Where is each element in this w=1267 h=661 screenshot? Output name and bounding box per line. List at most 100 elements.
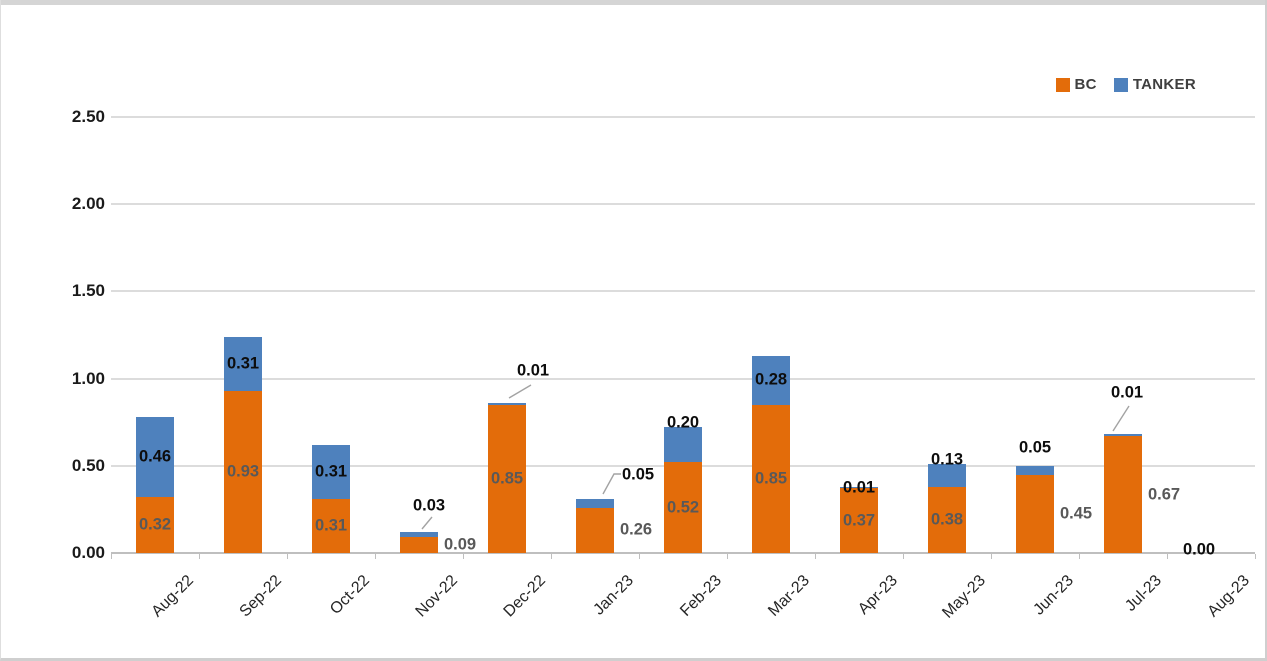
- data-label-bc: 0.85: [754, 469, 788, 488]
- x-tick-label: Aug-23: [1204, 572, 1254, 621]
- x-tick-label: Oct-22: [327, 572, 374, 618]
- x-axis-tick-mark: [727, 554, 728, 559]
- x-tick-label: Dec-22: [500, 572, 550, 621]
- data-label-tanker: 0.05: [1018, 438, 1052, 457]
- data-label-bc: 0.93: [226, 462, 260, 481]
- bar-segment-bc[interactable]: [400, 537, 438, 553]
- tanker-series-swatch-icon: [1113, 77, 1128, 92]
- bar-segment-bc[interactable]: [224, 390, 262, 553]
- data-label-tanker: 0.13: [930, 450, 964, 469]
- x-axis-tick-mark: [1167, 554, 1168, 559]
- legend-label-tanker: TANKER: [1132, 76, 1196, 93]
- bar-segment-bc[interactable]: [576, 507, 614, 553]
- x-axis-tick-mark: [551, 554, 552, 559]
- bar-segment-tanker[interactable]: [1016, 465, 1054, 475]
- x-axis-tick-mark: [111, 554, 112, 559]
- bar-segment-bc[interactable]: [136, 497, 174, 553]
- bar-segment-bc[interactable]: [312, 498, 350, 553]
- x-axis-tick-mark: [991, 554, 992, 559]
- legend-item-bc[interactable]: BC: [1055, 76, 1097, 93]
- bar-segment-bc[interactable]: [664, 462, 702, 553]
- x-axis-tick-mark: [903, 554, 904, 559]
- x-tick-label: Mar-23: [765, 572, 814, 620]
- gridline: [111, 116, 1255, 118]
- data-label-bc: 0.37: [842, 511, 876, 530]
- data-label-tanker: 0.28: [754, 370, 788, 389]
- bc-series-swatch-icon: [1055, 77, 1070, 92]
- bar-segment-tanker[interactable]: [1104, 434, 1142, 437]
- x-axis-tick-mark: [1079, 554, 1080, 559]
- bar-segment-tanker[interactable]: [312, 444, 350, 499]
- x-tick-label: Aug-22: [148, 572, 198, 621]
- window-edge-strip: [1, 0, 1265, 5]
- y-tick-label: 1.50: [71, 281, 105, 301]
- x-axis-tick-mark: [1255, 554, 1256, 559]
- data-label-bc: 0.09: [443, 535, 477, 554]
- data-label-bc: 0.32: [138, 515, 172, 534]
- bar-segment-tanker[interactable]: [840, 486, 878, 489]
- bar-segment-tanker[interactable]: [136, 416, 174, 498]
- x-tick-label: May-23: [939, 572, 990, 622]
- leader-line: [602, 473, 621, 495]
- x-axis-tick-mark: [375, 554, 376, 559]
- x-tick-label: Apr-23: [855, 572, 902, 618]
- x-tick-label: Sep-22: [236, 572, 286, 621]
- legend-label-bc: BC: [1074, 76, 1097, 93]
- data-label-tanker: 0.00: [1182, 540, 1216, 559]
- bar-segment-bc[interactable]: [928, 486, 966, 553]
- x-tick-label: Nov-22: [412, 572, 462, 621]
- x-tick-label: Feb-23: [677, 572, 726, 620]
- x-tick-label: Jun-23: [1030, 572, 1078, 619]
- data-label-bc: 0.31: [314, 516, 348, 535]
- gridline: [111, 203, 1255, 206]
- bar-segment-bc[interactable]: [840, 488, 878, 553]
- x-axis-tick-mark: [639, 554, 640, 559]
- x-axis-line: [111, 552, 1255, 554]
- data-label-tanker: 0.03: [412, 496, 446, 515]
- bar-segment-bc[interactable]: [1104, 436, 1142, 553]
- data-label-tanker: 0.01: [842, 478, 876, 497]
- data-label-bc: 0.26: [619, 520, 653, 539]
- leader-line: [421, 516, 433, 530]
- data-label-bc: 0.52: [666, 498, 700, 517]
- bar-segment-tanker[interactable]: [752, 355, 790, 405]
- bar-segment-tanker[interactable]: [224, 336, 262, 391]
- legend: BC TANKER: [1055, 76, 1196, 93]
- data-label-tanker: 0.31: [226, 354, 260, 373]
- x-tick-label: Jan-23: [590, 572, 638, 619]
- legend-item-tanker[interactable]: TANKER: [1113, 76, 1196, 93]
- y-tick-label: 0.00: [71, 543, 105, 562]
- leader-line: [508, 384, 532, 399]
- bar-segment-bc[interactable]: [1016, 474, 1054, 553]
- bar-segment-bc[interactable]: [752, 404, 790, 553]
- data-label-tanker: 0.01: [1110, 383, 1144, 402]
- data-label-bc: 0.38: [930, 510, 964, 529]
- x-axis-tick-mark: [287, 554, 288, 559]
- y-tick-label: 0.50: [71, 455, 105, 475]
- data-label-bc: 0.85: [490, 469, 524, 488]
- bar-segment-tanker[interactable]: [576, 498, 614, 508]
- bar-segment-tanker[interactable]: [400, 532, 438, 538]
- data-label-tanker: 0.20: [666, 413, 700, 432]
- y-tick-label: 1.00: [71, 368, 105, 388]
- gridline: [111, 290, 1255, 293]
- y-tick-label: 2.00: [71, 194, 105, 214]
- x-axis-tick-mark: [815, 554, 816, 559]
- bar-segment-tanker[interactable]: [928, 464, 966, 487]
- bar-segment-bc[interactable]: [488, 404, 526, 553]
- bar-segment-tanker[interactable]: [488, 403, 526, 405]
- data-label-tanker: 0.05: [621, 465, 655, 484]
- data-label-tanker: 0.31: [314, 462, 348, 481]
- y-tick-label: 2.50: [71, 107, 105, 126]
- data-label-bc: 0.45: [1059, 504, 1093, 523]
- data-label-bc: 0.67: [1147, 485, 1181, 504]
- bar-segment-tanker[interactable]: [664, 427, 702, 463]
- x-tick-label: Jul-23: [1122, 572, 1166, 615]
- leader-line: [1112, 405, 1130, 432]
- x-axis-tick-mark: [199, 554, 200, 559]
- data-label-tanker: 0.01: [516, 361, 550, 380]
- data-label-tanker: 0.46: [138, 447, 172, 466]
- gridline: [111, 377, 1255, 380]
